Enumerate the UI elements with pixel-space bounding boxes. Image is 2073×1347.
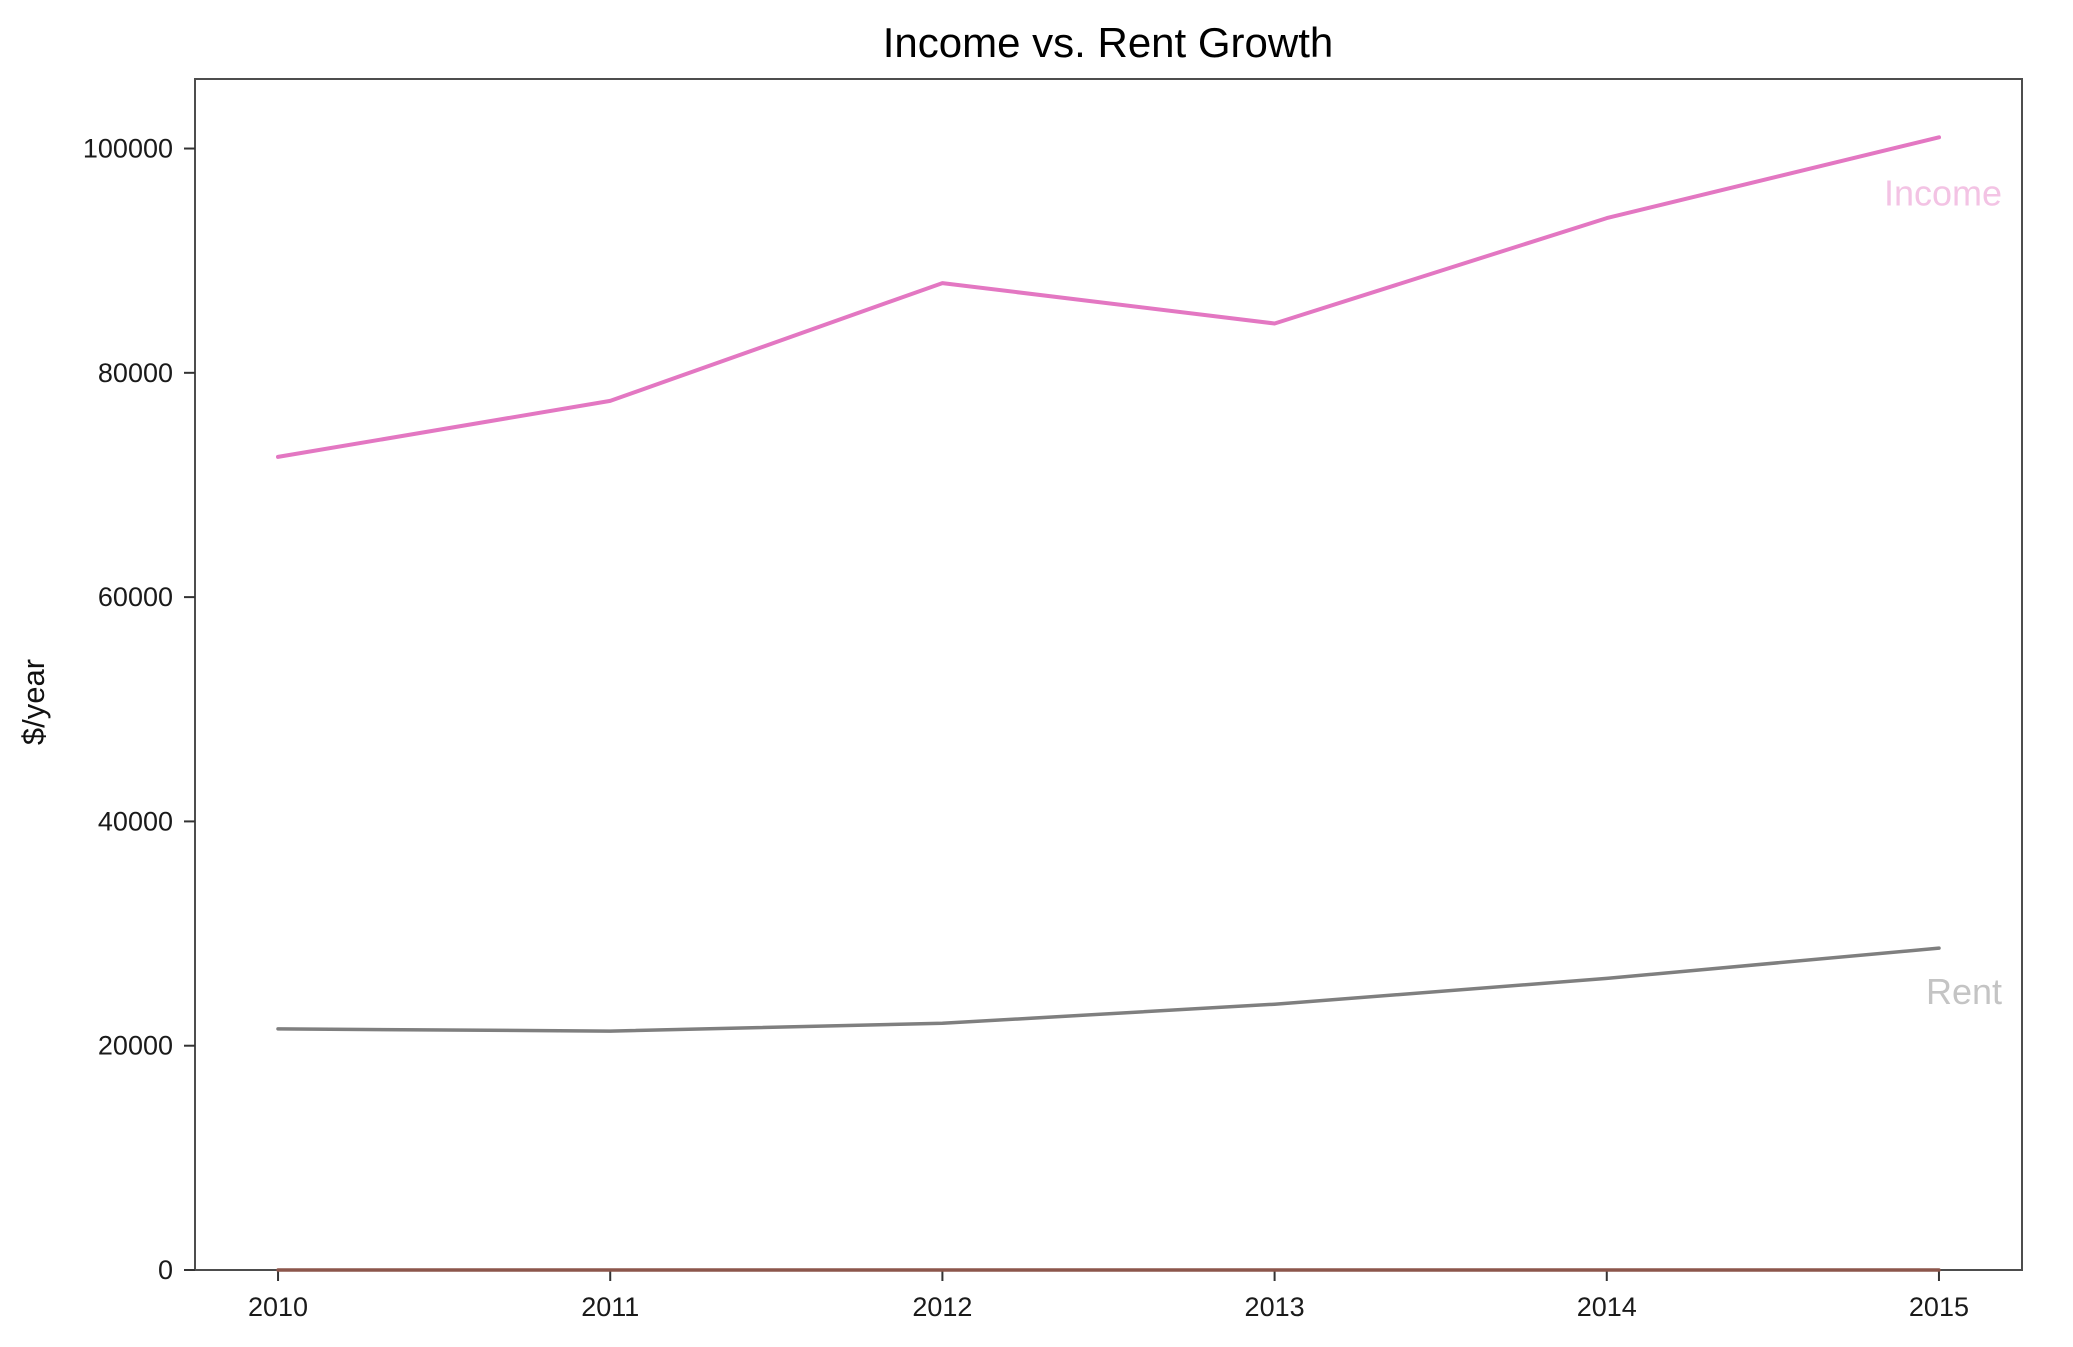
y-tick-label: 80000	[98, 358, 173, 388]
x-tick-label: 2013	[1245, 1292, 1305, 1322]
y-tick-label: 0	[158, 1255, 173, 1285]
y-tick-label: 100000	[83, 134, 173, 164]
y-tick-label: 40000	[98, 806, 173, 836]
chart-title: Income vs. Rent Growth	[883, 19, 1334, 66]
y-axis-label: $/year	[16, 659, 51, 745]
series-line-income	[276, 135, 1941, 459]
series-label-rent: Rent	[1926, 971, 2002, 1012]
x-tick-label: 2011	[581, 1292, 639, 1322]
x-tick-label: 2014	[1577, 1292, 1637, 1322]
y-tick-label: 20000	[98, 1031, 173, 1061]
plot-area: 0 20000 40000 60000 80000 100000 2010 2011 2012 2…	[83, 78, 2023, 1322]
axes-frame	[194, 78, 2023, 1271]
y-tick-label: 60000	[98, 582, 173, 612]
x-tick-label: 2012	[912, 1292, 972, 1322]
x-tick-label: 2015	[1909, 1292, 1969, 1322]
series-line-rent	[276, 946, 1941, 1033]
series-label-income: Income	[1884, 172, 2002, 213]
x-tick-label: 2010	[248, 1292, 308, 1322]
